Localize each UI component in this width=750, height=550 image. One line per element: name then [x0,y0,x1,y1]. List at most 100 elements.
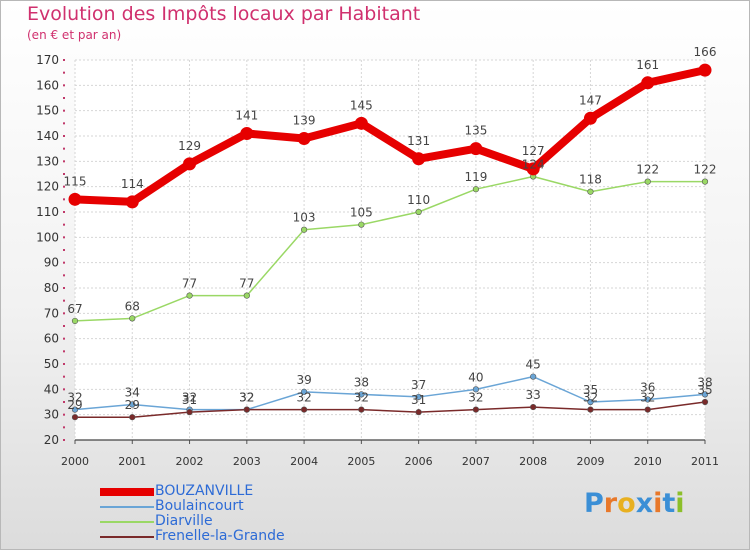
data-label: 32 [583,391,598,405]
data-label: 127 [522,144,545,158]
brand-letter: o [617,488,636,519]
y-tick-label: 80 [44,281,59,295]
y-tick-label: 20 [44,433,59,447]
x-tick-label: 2003 [233,455,261,468]
data-label: 32 [354,391,369,405]
y-tick-label: 40 [44,382,59,396]
data-point [358,221,365,228]
data-label: 141 [235,108,258,122]
data-label: 32 [239,391,254,405]
x-tick-label: 2009 [576,455,604,468]
data-point [68,192,82,206]
data-point [701,391,709,398]
y-minor-tick [63,59,65,61]
data-label: 68 [125,299,140,313]
brand-letter: x [635,488,654,519]
data-point [186,409,193,416]
data-point [526,162,540,176]
x-tick-label: 2011 [691,455,719,468]
y-minor-tick [63,287,65,289]
data-point [530,373,537,380]
data-point [698,63,712,77]
x-tick-label: 2008 [519,455,547,468]
legend-swatch [100,488,154,496]
data-point [183,157,197,171]
data-label: 29 [125,398,140,412]
x-tick-label: 2007 [462,455,490,468]
data-point [300,406,308,413]
brand-letter: i [653,488,663,519]
y-minor-tick [63,173,65,175]
data-label: 32 [296,391,311,405]
y-tick-label: 90 [44,256,59,270]
y-minor-tick [63,426,65,429]
data-label: 147 [579,93,602,107]
data-label: 161 [636,58,659,72]
data-point [243,406,250,413]
data-point [583,111,597,125]
data-point [71,406,79,413]
data-label: 122 [636,163,659,177]
y-minor-tick [63,236,65,239]
data-point [587,188,594,195]
data-label: 118 [579,173,602,187]
brand-letter: i [675,488,685,519]
data-label: 77 [182,277,197,291]
x-tick-label: 2010 [634,455,662,468]
legend-swatch [100,521,154,523]
legend-label: Diarville [155,513,213,529]
y-minor-tick [63,71,65,74]
data-label: 67 [67,302,82,316]
data-point [412,152,426,166]
data-point [644,406,651,413]
data-label: 114 [121,177,144,191]
series-line-bouzanville [71,66,709,206]
data-label: 37 [411,378,426,392]
data-label: 105 [350,206,373,220]
x-tick-label: 2001 [118,455,146,468]
y-minor-tick [63,198,65,201]
y-minor-tick [63,211,65,213]
data-point [129,401,136,408]
data-point [415,208,422,216]
y-minor-tick [63,109,65,112]
y-minor-tick [63,350,65,353]
data-point [701,178,709,185]
y-minor-tick [63,375,65,378]
x-tick-label: 2006 [405,455,433,468]
data-label: 110 [407,193,430,207]
series-line-frenelle-la-grande [74,401,706,418]
data-point [354,116,368,130]
legend-label: Boulaincourt [155,498,244,514]
brand-logo: Proxiti [584,488,685,519]
x-tick-label: 2005 [347,455,375,468]
data-point [71,414,79,421]
series-line-boulaincourt [74,375,706,411]
x-tick-label: 2000 [61,455,89,468]
y-tick-label: 150 [36,104,59,118]
y-minor-tick [63,84,65,87]
y-minor-tick [63,413,65,416]
data-point [129,315,136,322]
data-point [129,414,136,421]
legend-label: Frenelle-la-Grande [155,528,285,544]
data-point [472,186,480,193]
y-tick-label: 100 [36,230,59,244]
data-point [472,406,480,413]
data-point [641,76,655,90]
y-tick-label: 30 [44,408,59,422]
y-tick-label: 120 [36,180,59,194]
data-point [472,386,480,393]
x-tick-label: 2002 [176,455,204,468]
data-label: 115 [64,174,87,188]
data-point [644,178,651,185]
data-label: 34 [125,386,140,400]
y-minor-tick [63,249,65,251]
y-minor-tick [63,274,65,277]
data-point [297,132,311,146]
data-point [300,388,308,395]
y-minor-tick [63,261,65,264]
y-tick-label: 140 [36,129,59,143]
y-tick-label: 60 [44,332,59,346]
series-line-diarville [74,175,706,322]
